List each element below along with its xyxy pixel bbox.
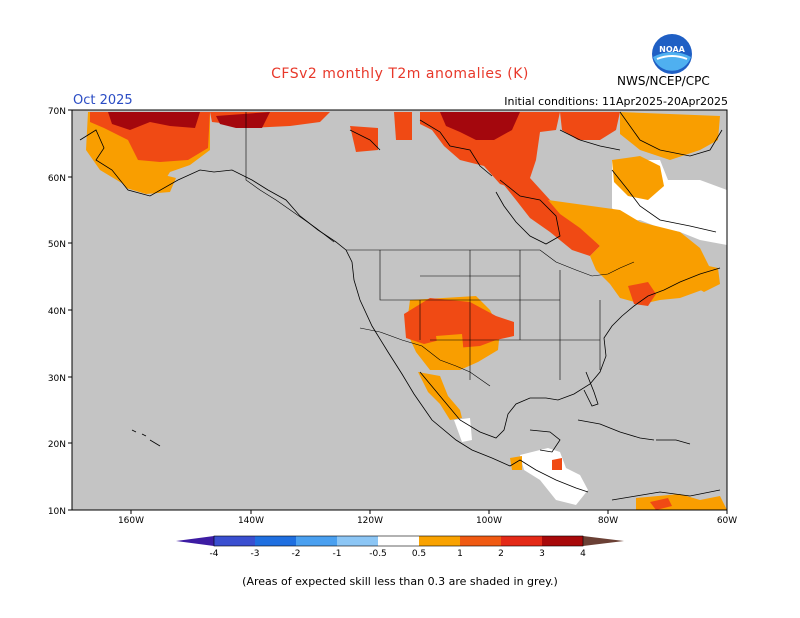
white-patch-baja [454,418,472,442]
anom-quebec-orange [548,200,710,304]
hawaii [131,429,161,447]
lon-label-100w: 100W [476,516,502,526]
lat-label-70n: 70N [48,107,66,117]
gulf-coast [419,267,721,439]
anom-arctic-dark [440,112,520,140]
colorbar-tick-3: 3 [539,549,545,559]
anom-sw-red [404,298,514,348]
colorbar-arrow-low [176,536,214,546]
anom-nova-scotia-orange [690,262,720,292]
colorbar-swatch-8 [501,536,542,546]
colorbar-swatch-7 [460,536,501,546]
lon-label-120w: 120W [357,516,383,526]
anom-islands-red-2 [394,112,412,140]
anom-baffin-red [560,112,620,140]
colorbar-swatch-3 [296,536,337,546]
lat-axis: 70N 60N 50N 40N 30N 20N 10N [48,107,72,517]
anom-baffin-orange [620,112,720,160]
state-lines [379,250,601,380]
yucatan-coast [529,429,561,453]
lat-label-40n: 40N [48,307,66,317]
anom-yukon-dark [216,112,270,128]
colorbar: -4 -3 -2 -1 -0.5 0.5 1 2 3 4 [176,535,624,559]
colorbar-swatch-6 [419,536,460,546]
anom-sw-orange-core [436,334,464,362]
anom-hudson-red [500,178,600,256]
colorbar-swatch-9 [542,536,583,546]
lat-label-10n: 10N [48,507,66,517]
arctic-islands [349,119,621,177]
cuba-coast [577,419,655,441]
us-canada-border [346,249,635,277]
labrador-coast [611,169,717,233]
greenland-coast [619,111,723,157]
lon-label-60w: 60W [717,516,737,526]
south-america-coast [611,489,721,501]
lon-axis: 160W 140W 120W 100W 80W 60W [118,510,737,526]
colorbar-tick-4: 4 [580,549,586,559]
colorbar-tick-neg0-5: -0.5 [369,549,387,559]
colorbar-swatch-2 [255,536,296,546]
forecast-month: Oct 2025 [73,93,133,108]
anom-arctic-red [420,112,560,190]
colorbar-tick-1: 1 [457,549,463,559]
lat-label-50n: 50N [48,240,66,250]
lat-label-60n: 60N [48,174,66,184]
colorbar-swatch-5 [378,536,419,546]
political-borders [245,112,635,387]
alaska-canada-border [245,112,335,243]
lon-label-80w: 80W [598,516,618,526]
anom-alaska-dark [108,112,200,130]
lon-label-140w: 140W [238,516,264,526]
lat-label-20n: 20N [48,440,66,450]
lat-label-30n: 30N [48,374,66,384]
skill-footnote: (Areas of expected skill less than 0.3 a… [242,575,558,588]
colorbar-tick-neg4: -4 [210,549,219,559]
anom-labrador-orange [612,156,664,200]
colorbar-tick-2: 2 [498,549,504,559]
anom-yucatan-orange [510,456,522,470]
colorbar-swatch-4 [337,536,378,546]
hispaniola-coast [656,439,691,445]
white-patch-central-america [520,448,588,505]
anom-newengland-red [628,282,656,306]
noaa-logo-text: NOAA [659,45,685,54]
colorbar-arrow-high [583,536,624,546]
us-mexico-border [359,327,491,387]
anom-cent-am-red [552,458,562,470]
anom-south-am-red [650,498,672,510]
agency-label: NWS/NCEP/CPC [617,74,710,88]
colorbar-tick-neg1: -1 [333,549,342,559]
florida-coast [583,371,599,407]
hudson-bay [495,179,561,245]
colorbar-tick-neg3: -3 [251,549,260,559]
lon-label-160w: 160W [118,516,144,526]
noaa-logo: NOAA [651,33,693,75]
initial-conditions: Initial conditions: 11Apr2025-20Apr2025 [504,95,728,108]
colorbar-swatch-1 [214,536,255,546]
colorbar-tick-neg2: -2 [292,549,301,559]
map-title: CFSv2 monthly T2m anomalies (K) [271,66,529,82]
anom-islands-red [350,126,378,152]
colorbar-tick-0-5: 0.5 [412,549,426,559]
